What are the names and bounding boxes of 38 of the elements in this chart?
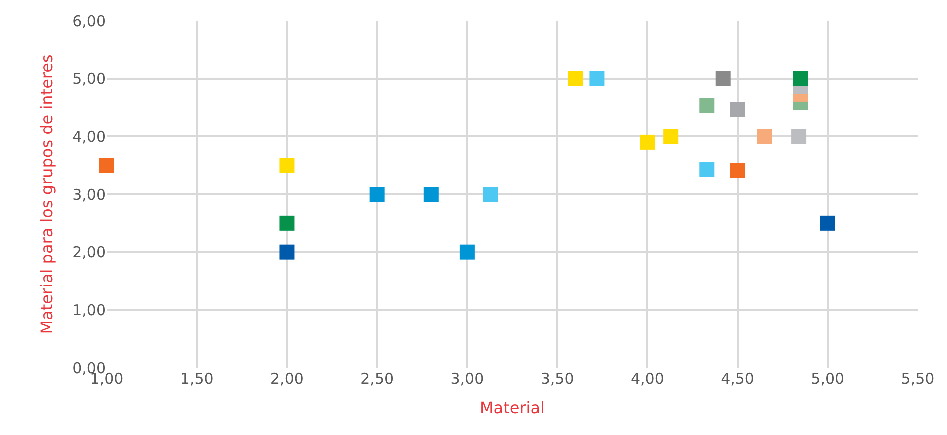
y-tick-label: 5,00 (72, 70, 106, 88)
x-tick-label: 1,50 (180, 370, 214, 388)
point (730, 102, 746, 117)
point (100, 158, 114, 174)
point (370, 187, 385, 202)
point (792, 129, 807, 144)
x-tick-label: 5,50 (901, 370, 935, 388)
point (460, 244, 475, 260)
point (757, 129, 772, 144)
y-tick-label: 6,00 (72, 12, 106, 30)
y-tick-label: 1,00 (72, 301, 106, 320)
point (700, 162, 715, 178)
point (716, 71, 731, 86)
point (700, 98, 715, 114)
point (730, 163, 746, 178)
x-tick-label: 2,50 (360, 370, 394, 388)
x-tick-label: 4,50 (721, 370, 754, 388)
y-tick-label: 3,00 (72, 186, 106, 204)
y-axis-title: Material para los grupos de interes (37, 54, 56, 334)
point (568, 71, 584, 86)
point (280, 158, 295, 174)
point (793, 71, 808, 86)
y-tick-label: 2,00 (72, 244, 106, 262)
x-tick-label: 3,50 (540, 370, 574, 388)
point (424, 187, 439, 202)
y-tick-label: 4,00 (72, 128, 106, 146)
x-tick-label: 3,00 (450, 370, 484, 388)
point (590, 71, 605, 86)
x-tick-label: 2,00 (270, 370, 304, 388)
point (483, 187, 498, 202)
point (820, 216, 836, 231)
point (664, 129, 679, 144)
point (280, 244, 295, 260)
x-tick-label: 4,00 (630, 370, 664, 388)
x-axis-title: Material (480, 398, 545, 418)
x-tick-label: 5,00 (811, 370, 845, 388)
point (640, 134, 656, 150)
point (280, 216, 295, 231)
